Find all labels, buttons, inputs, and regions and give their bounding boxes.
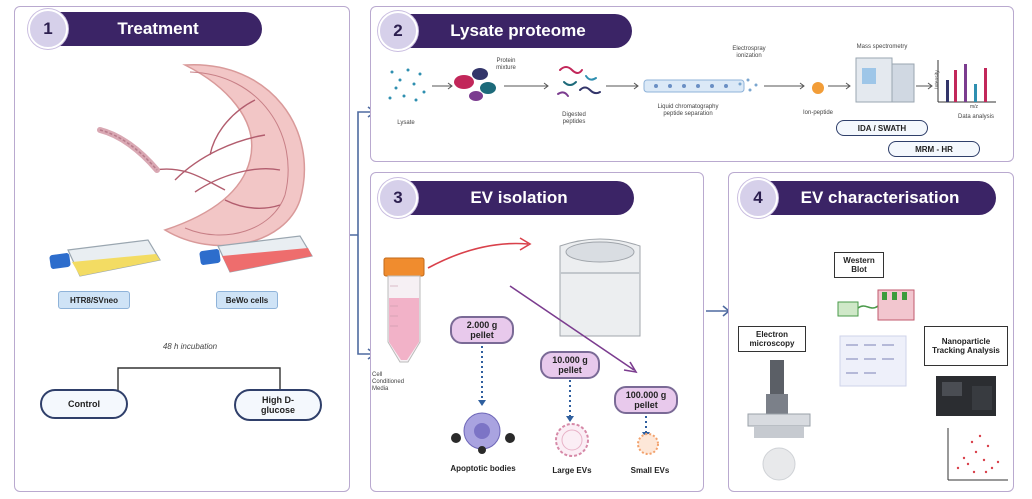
panel-title: Treatment xyxy=(117,19,199,38)
header-lysate: 2 Lysate proteome xyxy=(378,11,632,51)
label-small-evs: Small EVs xyxy=(630,466,670,475)
step-number: 2 xyxy=(378,11,418,51)
pellet-10000g: 10.000 g pellet xyxy=(540,351,600,379)
label-digested-peptides: Digested peptides xyxy=(562,112,586,125)
label-lc: Liquid chromatography peptide separation xyxy=(657,104,719,117)
label-htr8: HTR8/SVneo xyxy=(58,291,130,309)
step-number: 4 xyxy=(738,178,778,218)
flask-htr8-icon xyxy=(49,239,161,277)
pellet-100000g: 100.000 g pellet xyxy=(614,386,678,414)
label-conditioned-media: Cell Conditioned Media xyxy=(372,372,405,392)
header-ev-char: 4 EV characterisation xyxy=(738,178,996,218)
small-ev-icon xyxy=(637,433,659,455)
condition-connector xyxy=(117,367,281,391)
step-number: 3 xyxy=(378,178,418,218)
large-ev-icon xyxy=(555,423,589,457)
label-large-evs: Large EVs xyxy=(552,466,592,475)
condition-control: Control xyxy=(40,389,128,419)
label-data-analysis: Data analysis xyxy=(957,114,995,120)
label-esi: Electrospray ionization xyxy=(732,46,766,59)
label-apoptotic-bodies: Apoptotic bodies xyxy=(450,464,516,473)
western-blot-icon xyxy=(837,289,915,387)
label-lysate: Lysate xyxy=(397,120,415,126)
label-nta: Nanoparticle Tracking Analysis xyxy=(924,326,1008,366)
pellet-2000g: 2.000 g pellet xyxy=(450,316,514,344)
centrifuge-icon xyxy=(559,238,641,337)
panel-title: EV characterisation xyxy=(800,188,960,207)
placenta-illustration xyxy=(97,64,306,247)
method-ida-swath: IDA / SWATH xyxy=(836,120,928,136)
lysate-workflow xyxy=(388,57,996,103)
label-y-axis: Intensity xyxy=(934,70,941,89)
label-x-axis: m/z xyxy=(969,104,979,110)
header-treatment: 1 Treatment xyxy=(28,9,262,49)
method-mrm-hr: MRM - HR xyxy=(888,141,980,157)
header-ev-isolation: 3 EV isolation xyxy=(378,178,634,218)
flask-bewo-icon xyxy=(199,235,313,273)
label-bewo: BeWo cells xyxy=(216,291,278,309)
apoptotic-body-icon xyxy=(451,412,515,454)
label-mass-spec: Mass spectrometry xyxy=(856,44,908,50)
panel-title: Lysate proteome xyxy=(450,21,586,40)
incubation-label: 48 h incubation xyxy=(162,342,218,351)
panel-title: EV isolation xyxy=(470,188,568,207)
label-western-blot: Western Blot xyxy=(834,252,884,278)
falcon-tube-icon xyxy=(383,257,425,363)
nta-instrument-icon xyxy=(936,376,1008,481)
label-ion-peptide: Ion-peptide xyxy=(802,110,834,116)
step-number: 1 xyxy=(28,9,68,49)
spin-arrows xyxy=(427,237,638,374)
condition-high-glucose: High D-glucose xyxy=(234,389,322,421)
label-electron-microscopy: Electron microscopy xyxy=(738,326,806,352)
electron-microscope-icon xyxy=(747,360,811,481)
label-protein-mixture: Protein mixture xyxy=(496,58,516,71)
